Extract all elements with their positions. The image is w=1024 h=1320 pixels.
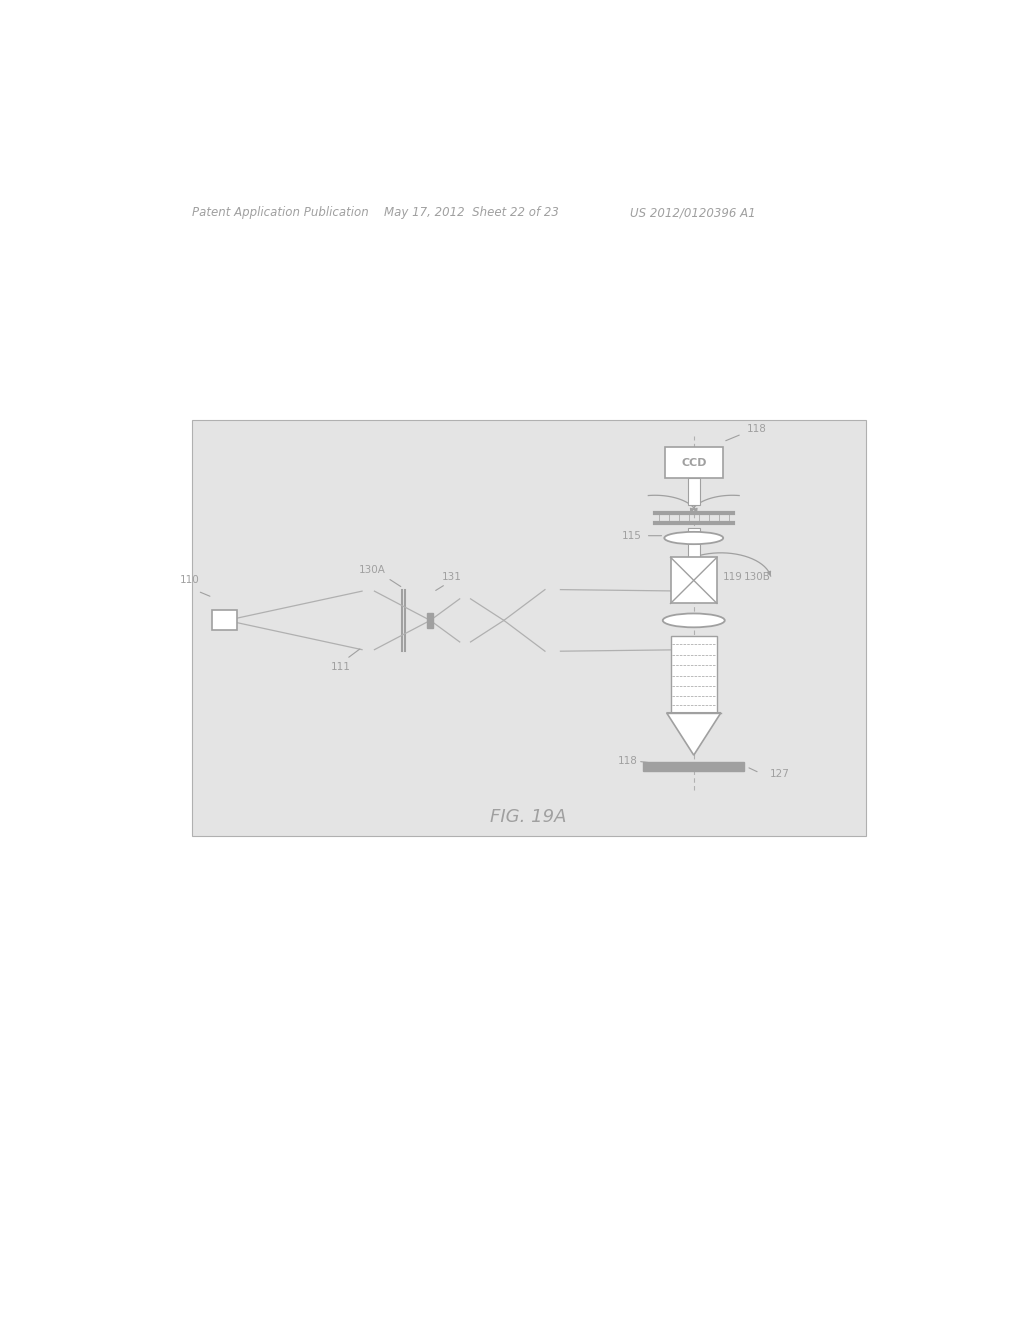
Text: FIG. 19A: FIG. 19A (490, 808, 567, 826)
Bar (191, 420, 866, 836)
Bar (687, 478, 700, 506)
Text: 130A: 130A (358, 565, 386, 576)
Bar (687, 528, 700, 574)
Ellipse shape (665, 532, 723, 544)
Bar (671, 636, 717, 713)
Text: 130B: 130B (743, 572, 770, 582)
Text: May 17, 2012  Sheet 22 of 23: May 17, 2012 Sheet 22 of 23 (384, 206, 559, 219)
Text: 131: 131 (442, 572, 462, 582)
Bar (427, 612, 433, 628)
Bar (212, 610, 238, 631)
Text: Patent Application Publication: Patent Application Publication (191, 206, 369, 219)
Bar (671, 557, 717, 603)
Text: 115: 115 (622, 531, 642, 541)
Bar (665, 447, 723, 478)
Text: 118: 118 (746, 425, 766, 434)
Text: CCD: CCD (681, 458, 707, 467)
Text: 119: 119 (723, 572, 743, 582)
Bar (643, 762, 744, 771)
Text: 110: 110 (180, 576, 200, 585)
Text: US 2012/0120396 A1: US 2012/0120396 A1 (630, 206, 756, 219)
Ellipse shape (663, 614, 725, 627)
Text: 118: 118 (617, 756, 638, 767)
Text: 127: 127 (770, 770, 790, 779)
Text: 111: 111 (331, 661, 351, 672)
Polygon shape (667, 713, 721, 755)
